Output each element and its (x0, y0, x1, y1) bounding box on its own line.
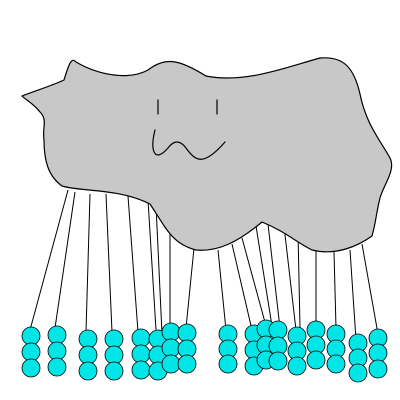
string-line (267, 223, 281, 329)
ball[interactable] (218, 354, 238, 374)
ball[interactable] (306, 350, 326, 370)
ball[interactable] (177, 354, 197, 374)
string-line (255, 225, 273, 327)
ball[interactable] (161, 338, 181, 358)
ball[interactable] (47, 341, 67, 361)
ball[interactable] (78, 361, 98, 381)
ball[interactable] (287, 356, 307, 376)
ball[interactable] (47, 325, 67, 345)
ball[interactable] (326, 354, 346, 374)
ball[interactable] (161, 354, 181, 374)
ball[interactable] (131, 360, 151, 380)
string-line (147, 199, 157, 331)
ball[interactable] (268, 351, 288, 371)
string-line (217, 249, 227, 331)
string-line (85, 193, 91, 333)
mouth-icon (152, 129, 226, 160)
ball[interactable] (78, 345, 98, 365)
string-line (127, 195, 139, 333)
string-group (29, 189, 379, 341)
ball[interactable] (21, 342, 41, 362)
string-line (185, 247, 195, 329)
cloud-face (152, 99, 226, 160)
string-line (333, 251, 337, 329)
string-line (297, 231, 301, 329)
string-line (105, 193, 113, 333)
ball[interactable] (368, 343, 388, 363)
string-line (29, 189, 69, 331)
ball[interactable] (348, 363, 368, 383)
string-line (231, 243, 253, 331)
ball[interactable] (104, 345, 124, 365)
ball[interactable] (268, 320, 288, 340)
ball[interactable] (368, 359, 388, 379)
ball[interactable] (161, 322, 181, 342)
string-line (54, 191, 76, 329)
ball[interactable] (47, 357, 67, 377)
ball[interactable] (104, 361, 124, 381)
cloud-creature[interactable] (20, 57, 393, 253)
ball[interactable] (177, 323, 197, 343)
ball-group (21, 319, 388, 383)
string-line (241, 237, 267, 327)
ball[interactable] (21, 326, 41, 346)
string-line (349, 249, 357, 341)
string-line (361, 243, 379, 335)
ball[interactable] (131, 344, 151, 364)
ball[interactable] (131, 328, 151, 348)
string-line (283, 225, 297, 331)
string-line (155, 204, 163, 335)
ball[interactable] (104, 329, 124, 349)
ball[interactable] (78, 329, 98, 349)
ball[interactable] (21, 358, 41, 378)
